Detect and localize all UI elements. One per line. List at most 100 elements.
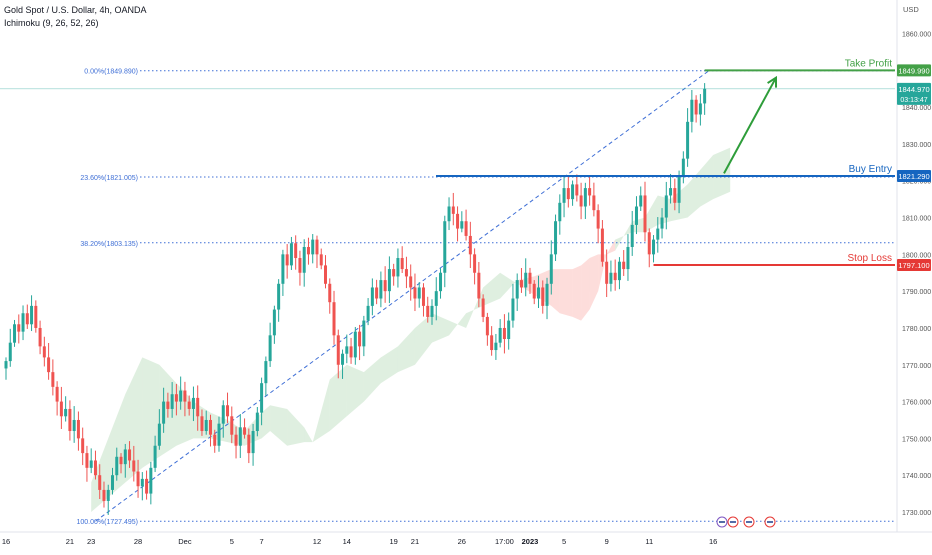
candle-body <box>217 423 221 446</box>
x-tick-label: Dec <box>178 537 192 546</box>
candle-body <box>4 361 8 369</box>
ichimoku-cloud-segment <box>500 272 518 299</box>
candle-body <box>25 313 29 325</box>
candle-body <box>588 188 592 196</box>
candle-body <box>153 445 157 468</box>
ichimoku-cloud-segment <box>645 195 658 233</box>
candle-body <box>68 408 72 432</box>
candle-body <box>609 272 613 284</box>
candle-body <box>21 313 25 332</box>
candle-body <box>149 467 153 494</box>
candle-body <box>630 224 634 247</box>
candle-body <box>451 206 455 214</box>
x-tick-label: 5 <box>562 537 566 546</box>
ichimoku-cloud-segment <box>397 327 415 373</box>
candle-body <box>617 261 621 281</box>
candle-body <box>532 283 536 299</box>
y-tick-label: 1840.000 <box>902 105 931 112</box>
candle-body <box>681 158 685 178</box>
candle-body <box>366 305 370 321</box>
ichimoku-cloud-segment <box>589 254 599 310</box>
candle-body <box>686 121 690 159</box>
ichimoku-cloud-segment <box>581 258 590 321</box>
y-tick-label: 1770.000 <box>902 363 931 370</box>
candle-countdown: 03:13:47 <box>900 97 927 104</box>
candle-body <box>336 335 340 365</box>
ichimoku-cloud-segment <box>363 357 381 402</box>
candle-body <box>605 261 609 284</box>
candle-body <box>694 99 698 115</box>
candle-body <box>575 184 579 196</box>
candle-body <box>392 269 396 277</box>
candle-body <box>140 478 144 487</box>
candle-body <box>562 188 566 203</box>
candle-body <box>64 408 68 417</box>
candle-body <box>464 221 468 236</box>
ichimoku-cloud-segment <box>615 221 633 251</box>
candle-body <box>511 298 515 321</box>
ichimoku-cloud-segment <box>287 408 305 446</box>
x-tick-label: 28 <box>134 537 142 546</box>
candle-body <box>404 269 408 277</box>
x-tick-label: 2023 <box>522 537 539 546</box>
y-tick-label: 1820.000 <box>902 179 931 186</box>
trade-level-price-text: 1797.100 <box>898 261 929 270</box>
candle-body <box>664 195 668 218</box>
candle-body <box>277 283 281 310</box>
ichimoku-cloud-segment <box>700 154 714 207</box>
x-tick-label: 16 <box>2 537 10 546</box>
candle-body <box>285 254 289 266</box>
candle-body <box>183 390 187 402</box>
candle-body <box>613 272 617 281</box>
candle-body <box>596 210 600 229</box>
candle-body <box>626 246 630 270</box>
candle-body <box>315 239 319 255</box>
candle-body <box>549 254 553 284</box>
candle-body <box>93 460 97 476</box>
candle-body <box>439 272 443 292</box>
candle-body <box>660 217 664 229</box>
candle-body <box>170 394 174 409</box>
projection-arrow <box>723 77 777 174</box>
candle-body <box>639 195 643 207</box>
candle-body <box>481 298 485 317</box>
ichimoku-cloud-segment <box>559 269 573 317</box>
candle-body <box>255 412 259 432</box>
y-tick-label: 1800.000 <box>902 252 931 259</box>
x-tick-label: 17:00 <box>495 537 514 546</box>
candle-body <box>268 335 272 362</box>
y-tick-label: 1860.000 <box>902 32 931 39</box>
candle-body <box>541 287 545 306</box>
projection-arrow-head <box>767 75 778 88</box>
candle-body <box>353 331 357 358</box>
ichimoku-cloud-segment <box>598 254 607 292</box>
ichimoku-cloud-segment <box>432 313 450 343</box>
candle-body <box>281 254 285 284</box>
candle-body <box>358 331 362 347</box>
candle-body <box>383 280 387 292</box>
candle-body <box>558 202 562 222</box>
candle-body <box>498 327 502 343</box>
candle-body <box>264 361 268 384</box>
x-tick-label: 14 <box>343 537 351 546</box>
y-tick-label: 1730.000 <box>902 510 931 517</box>
candle-body <box>213 434 217 446</box>
y-tick-label: 1830.000 <box>902 142 931 149</box>
candle-body <box>8 342 12 362</box>
candle-body <box>703 88 707 104</box>
candle-body <box>162 401 166 424</box>
candle-body <box>600 228 604 262</box>
candle-body <box>673 188 677 203</box>
candle-body <box>456 213 460 229</box>
candle-body <box>204 419 208 432</box>
candle-body <box>690 99 694 122</box>
candle-body <box>524 272 528 288</box>
ichimoku-cloud-segment <box>380 346 398 384</box>
candle-body <box>145 478 149 494</box>
y-tick-label: 1810.000 <box>902 216 931 223</box>
candle-body <box>319 254 323 266</box>
trade-level-label: Take Profit <box>845 58 892 69</box>
candle-body <box>656 228 660 240</box>
candle-body <box>38 327 42 347</box>
